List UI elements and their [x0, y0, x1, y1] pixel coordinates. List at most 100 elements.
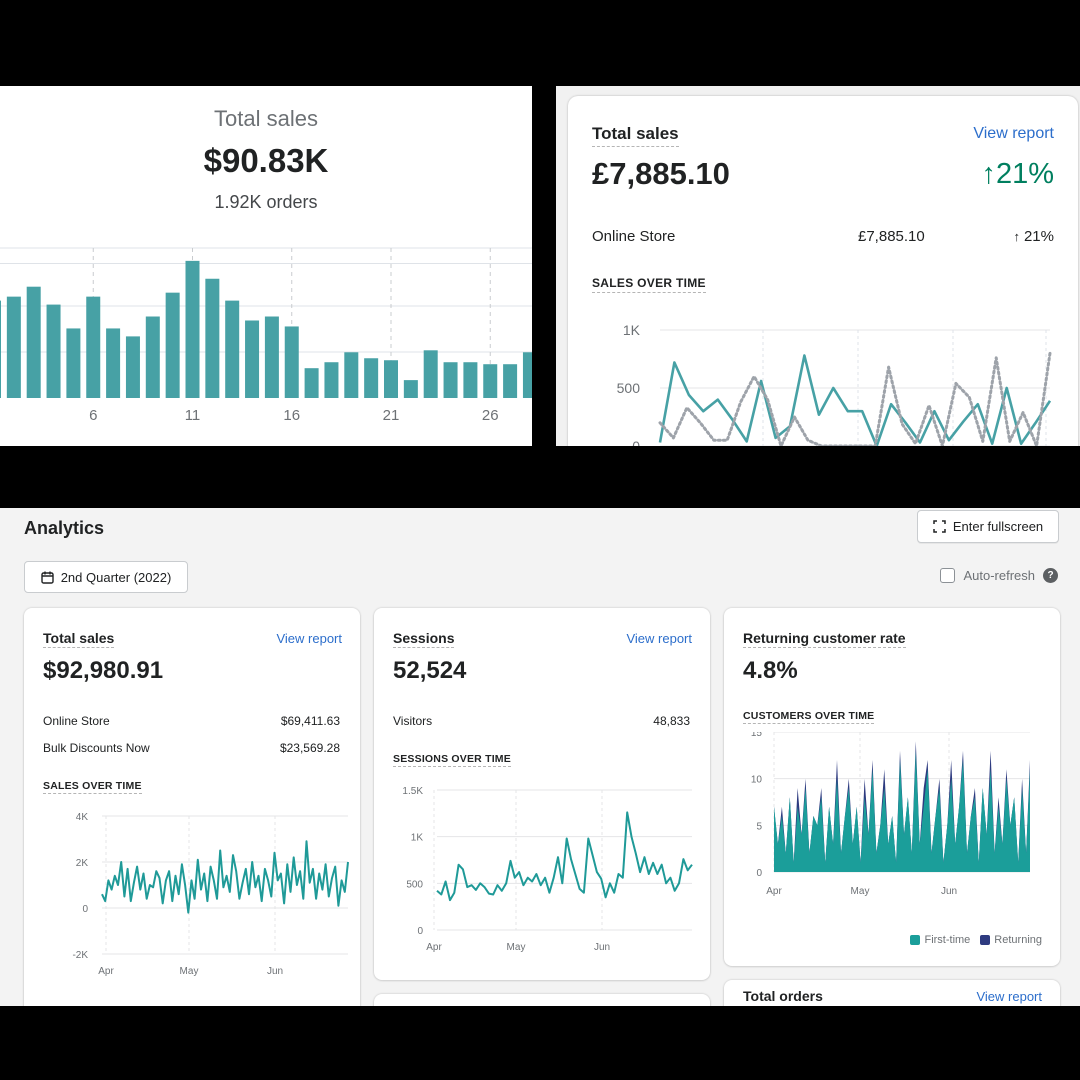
bar [364, 358, 379, 398]
y-tick-label: 4K [76, 812, 89, 823]
panel-a-value: $90.83K [203, 142, 329, 179]
y-tick-label: 10 [751, 775, 763, 786]
bar [463, 362, 478, 398]
legend-label: First-time [924, 934, 971, 946]
panel-a-title: Total sales [214, 106, 318, 131]
panel-b-change: ↑21% [981, 158, 1054, 191]
panel-b-view-report-link[interactable]: View report [973, 125, 1054, 142]
bar [46, 304, 61, 398]
y-tick-label: 0 [82, 904, 88, 915]
view-report-link[interactable]: View report [976, 989, 1042, 1004]
bar [423, 350, 438, 398]
bar [384, 360, 398, 398]
x-tick-label: May [507, 942, 526, 953]
panel-a-orders: 1.92K orders [214, 192, 318, 212]
x-tick-label: Apr [426, 942, 442, 953]
bar [26, 286, 41, 398]
x-tick-label: Apr [766, 886, 782, 897]
panel-b-row-label: Online Store [592, 228, 676, 245]
bar [205, 278, 220, 398]
y-tick-label: 0 [417, 926, 423, 937]
analytics-dashboard: Analytics Enter fullscreen 2nd Quarter (… [0, 508, 1080, 1006]
panel-b-section-title: SALES OVER TIME [592, 276, 706, 293]
card-title: Sessions [393, 630, 455, 648]
bar [304, 368, 319, 398]
x-tick-label: Jun [941, 886, 957, 897]
auto-refresh-checkbox[interactable] [940, 568, 956, 583]
bar [522, 352, 532, 398]
breakdown-label: Bulk Discounts Now [43, 741, 150, 755]
bar [483, 364, 498, 398]
arrow-up-icon: ↑ [981, 158, 996, 190]
y-tick-label: 1K [623, 322, 641, 338]
section-title: SALES OVER TIME [43, 780, 142, 794]
x-tick-label: 21 [383, 407, 400, 424]
y-tick-label: 15 [751, 732, 763, 739]
breakdown-label: Online Store [43, 714, 110, 728]
date-range-label: 2nd Quarter (2022) [60, 569, 172, 585]
bar [264, 316, 279, 398]
panel-b-line-chart: 1K 500 0 [617, 322, 1052, 446]
x-tick-label: May [851, 886, 870, 897]
bar [245, 320, 260, 398]
bar [503, 364, 518, 398]
x-tick-label: 26 [482, 407, 499, 424]
panel-b-title: Total sales [592, 124, 679, 147]
calendar-icon [41, 571, 54, 584]
panel-b-row-value: £7,885.10 [858, 228, 925, 245]
x-tick-label: Jun [267, 966, 283, 977]
bar [165, 292, 180, 398]
page-title: Analytics [24, 518, 105, 538]
breakdown-value: $23,569.28 [279, 741, 340, 755]
customers-area-chart: 15 10 5 0 Apr May Jun [751, 732, 1030, 897]
total-orders-card [374, 994, 710, 1006]
auto-refresh-label: Auto-refresh [963, 568, 1035, 583]
enter-fullscreen-button[interactable]: Enter fullscreen [917, 510, 1059, 543]
x-tick-label: 6 [89, 407, 97, 424]
x-tick-label: May [180, 966, 199, 977]
y-tick-label: 0 [756, 868, 762, 879]
fullscreen-icon [933, 520, 946, 533]
y-tick-label: 1.5K [402, 786, 423, 797]
panel-b-row-change: ↑ 21% [1013, 228, 1054, 245]
legend-label: Returning [994, 934, 1042, 946]
arrow-up-icon: ↑ [1013, 229, 1020, 244]
legend-swatch [980, 935, 991, 945]
fullscreen-label: Enter fullscreen [952, 519, 1044, 534]
x-tick-label: Jun [594, 942, 610, 953]
returning-customer-card: Returning customer rate 4.8% CUSTOMERS O… [724, 608, 1060, 966]
x-tick-label: 16 [283, 407, 300, 424]
x-tick-label: 11 [185, 407, 201, 424]
y-tick-label: -2K [72, 950, 88, 961]
bar [443, 362, 458, 398]
y-tick-label: 0 [632, 438, 640, 446]
sales-series-line [658, 354, 1052, 446]
bar [145, 316, 160, 398]
total-sales-gbp-panel: Total sales View report £7,885.10 ↑21% O… [556, 86, 1080, 446]
breakdown-value: 48,833 [653, 714, 690, 728]
view-report-link[interactable]: View report [276, 631, 342, 646]
bar [185, 260, 200, 398]
bar [0, 300, 1, 398]
help-icon[interactable]: ? [1043, 568, 1058, 583]
chart-legend: First-time Returning [910, 934, 1042, 946]
breakdown-row: Visitors 48,833 [393, 714, 690, 728]
bar [125, 336, 140, 398]
bar [324, 362, 339, 398]
y-tick-label: 500 [617, 380, 641, 396]
total-sales-card: Total sales View report $92,980.91 Onlin… [24, 608, 360, 1006]
x-tick-label: Apr [98, 966, 114, 977]
bar [344, 352, 359, 398]
breakdown-value: $69,411.63 [280, 714, 340, 728]
breakdown-label: Visitors [393, 714, 433, 728]
sessions-card: Sessions View report 52,524 Visitors 48,… [374, 608, 710, 980]
panel-b-card: Total sales View report £7,885.10 ↑21% O… [568, 96, 1078, 446]
y-tick-label: 500 [406, 879, 423, 890]
view-report-link[interactable]: View report [626, 631, 692, 646]
bar [284, 326, 299, 398]
date-range-button[interactable]: 2nd Quarter (2022) [24, 561, 188, 593]
bar [225, 300, 240, 398]
breakdown-row: Bulk Discounts Now $23,569.28 [43, 741, 340, 755]
total-sales-bar-panel: Total sales $90.83K 1.92K orders 6 11 16 21… [0, 86, 532, 446]
first-time-area [774, 750, 1030, 872]
